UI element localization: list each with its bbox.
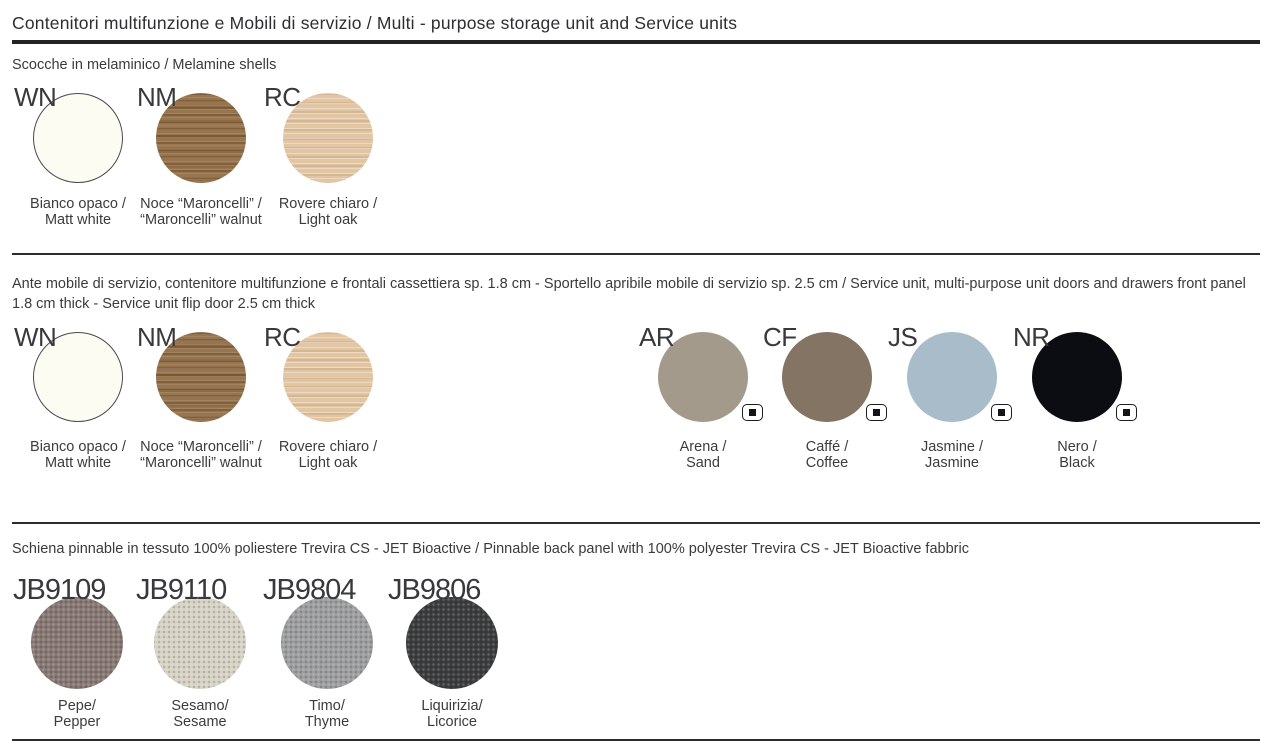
- swatch-circle-maroncelli-walnut: [156, 332, 246, 422]
- swatch-circle-matt-white: [33, 332, 123, 422]
- title-rule: [12, 40, 1260, 44]
- swatch-caption: Liquirizia/ Licorice: [421, 698, 483, 730]
- swatch-code: WN: [14, 82, 57, 112]
- swatch-caption: Noce “Maroncelli” / “Maroncelli” walnut: [140, 196, 262, 228]
- swatch-caption: Sesamo/ Sesame: [171, 698, 229, 730]
- swatch-caption: Jasmine / Jasmine: [920, 439, 984, 471]
- swatch-circle-sand: [658, 332, 748, 422]
- swatch-caption: Pepe/ Pepper: [53, 698, 101, 730]
- swatch-row-melamine-shells: WN Bianco opaco / Matt white NM Noce “Ma…: [0, 84, 1272, 244]
- swatch-code: CF: [763, 322, 797, 352]
- swatch-circle-matt-white: [33, 93, 123, 183]
- swatch-circle-light-oak: [283, 93, 373, 183]
- swatch-code: JB9806: [388, 574, 481, 606]
- swatch-rc: RC Rovere chiaro / Light oak: [264, 324, 392, 472]
- swatch-ar: AR Arena / Sand: [639, 324, 767, 472]
- swatch-wn: WN Bianco opaco / Matt white: [14, 324, 142, 472]
- section-divider: [12, 522, 1260, 524]
- swatch-circle-light-oak: [283, 332, 373, 422]
- swatch-circle-black: [1032, 332, 1122, 422]
- finish-indicator-icon: [742, 404, 763, 421]
- swatch-circle-coffee: [782, 332, 872, 422]
- finish-indicator-icon: [991, 404, 1012, 421]
- swatch-code: NM: [137, 82, 177, 112]
- swatch-caption: Rovere chiaro / Light oak: [278, 439, 378, 471]
- swatch-caption: Timo/ Thyme: [304, 698, 350, 730]
- swatch-cf: CF Caffé / Coffee: [763, 324, 891, 472]
- swatch-caption: Noce “Maroncelli” / “Maroncelli” walnut: [140, 439, 262, 471]
- swatch-code: JB9109: [13, 574, 106, 606]
- swatch-jb9804: JB9804 Timo/ Thyme: [263, 576, 391, 731]
- swatch-circle-maroncelli-walnut: [156, 93, 246, 183]
- swatch-code: JB9804: [263, 574, 356, 606]
- swatch-row-fabrics: JB9109 Pepe/ Pepper JB9110 Sesamo/ Sesam…: [0, 576, 1272, 736]
- page-title: Contenitori multifunzione e Mobili di se…: [12, 13, 738, 33]
- swatch-jb9109: JB9109 Pepe/ Pepper: [13, 576, 141, 731]
- swatch-rc: RC Rovere chiaro / Light oak: [264, 84, 392, 229]
- swatch-code: NM: [137, 322, 177, 352]
- swatch-jb9806: JB9806 Liquirizia/ Licorice: [388, 576, 516, 731]
- section-heading-pinnable-back: Schiena pinnable in tessuto 100% poliest…: [12, 541, 969, 557]
- section-divider: [12, 253, 1260, 255]
- swatch-js: JS Jasmine / Jasmine: [888, 324, 1016, 472]
- swatch-caption: Nero / Black: [1057, 439, 1097, 471]
- finish-indicator-icon: [866, 404, 887, 421]
- swatch-circle-jasmine: [907, 332, 997, 422]
- swatch-code: AR: [639, 322, 675, 352]
- finish-indicator-icon: [1116, 404, 1137, 421]
- swatch-caption: Bianco opaco / Matt white: [30, 439, 126, 471]
- swatch-nm: NM Noce “Maroncelli” / “Maroncelli” waln…: [137, 324, 265, 472]
- bottom-rule: [12, 739, 1260, 741]
- section-heading-doors-fronts: Ante mobile di servizio, contenitore mul…: [12, 276, 1246, 312]
- swatch-code: RC: [264, 322, 301, 352]
- swatch-circle-thyme-fabric: [281, 597, 373, 689]
- section-heading-melamine-shells: Scocche in melaminico / Melamine shells: [12, 57, 277, 73]
- swatch-jb9110: JB9110 Sesamo/ Sesame: [136, 576, 264, 731]
- swatch-caption: Caffé / Coffee: [805, 439, 849, 471]
- swatch-circle-sesame-fabric: [154, 597, 246, 689]
- swatch-wn: WN Bianco opaco / Matt white: [14, 84, 142, 229]
- swatch-circle-licorice-fabric: [406, 597, 498, 689]
- swatch-caption: Bianco opaco / Matt white: [30, 196, 126, 228]
- swatch-code: NR: [1013, 322, 1050, 352]
- swatch-code: JS: [888, 322, 918, 352]
- swatch-code: RC: [264, 82, 301, 112]
- swatch-caption: Rovere chiaro / Light oak: [278, 196, 378, 228]
- swatch-nr: NR Nero / Black: [1013, 324, 1141, 472]
- swatch-circle-pepper-fabric: [31, 597, 123, 689]
- swatch-code: WN: [14, 322, 57, 352]
- swatch-row-doors-fronts: WN Bianco opaco / Matt white NM Noce “Ma…: [0, 324, 1272, 484]
- swatch-caption: Arena / Sand: [679, 439, 727, 471]
- swatch-code: JB9110: [136, 574, 227, 606]
- swatch-nm: NM Noce “Maroncelli” / “Maroncelli” waln…: [137, 84, 265, 229]
